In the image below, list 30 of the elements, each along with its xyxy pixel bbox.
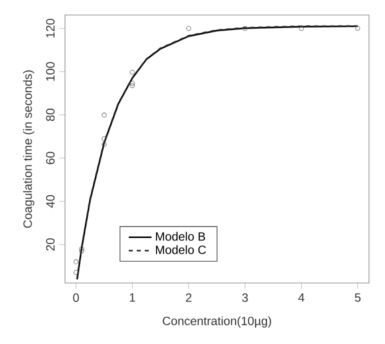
point xyxy=(130,83,135,88)
point xyxy=(130,80,135,86)
y-tick-label: 20 xyxy=(46,238,55,251)
x-tick-label: 0 xyxy=(73,293,79,302)
x-tick-label: 2 xyxy=(186,293,192,302)
x-tick-label: 4 xyxy=(298,293,304,302)
point xyxy=(102,142,107,147)
point xyxy=(186,26,192,31)
y-axis-title: Coagulation time (in seconds) xyxy=(23,70,34,228)
x-axis-title: Concentration(10µg) xyxy=(162,316,272,328)
x-tick-label: 5 xyxy=(354,293,361,302)
point xyxy=(298,26,304,31)
x-tick-label: 1 xyxy=(130,293,136,302)
x-tick-label: 3 xyxy=(242,293,248,302)
point xyxy=(74,259,78,264)
point xyxy=(102,112,107,118)
y-tick-label: 100 xyxy=(46,62,55,81)
point xyxy=(130,70,135,75)
legend-label: Modelo B xyxy=(156,232,206,241)
y-tick-label: 40 xyxy=(46,195,55,208)
y-tick-label: 60 xyxy=(46,152,55,164)
point xyxy=(79,248,84,254)
y-tick-label: 120 xyxy=(46,18,55,38)
point xyxy=(79,246,84,252)
legend-label: Modelo C xyxy=(156,245,206,254)
point xyxy=(355,26,360,31)
point xyxy=(242,26,248,31)
y-tick-label: 80 xyxy=(46,108,55,122)
point xyxy=(74,270,78,275)
point xyxy=(102,136,107,142)
